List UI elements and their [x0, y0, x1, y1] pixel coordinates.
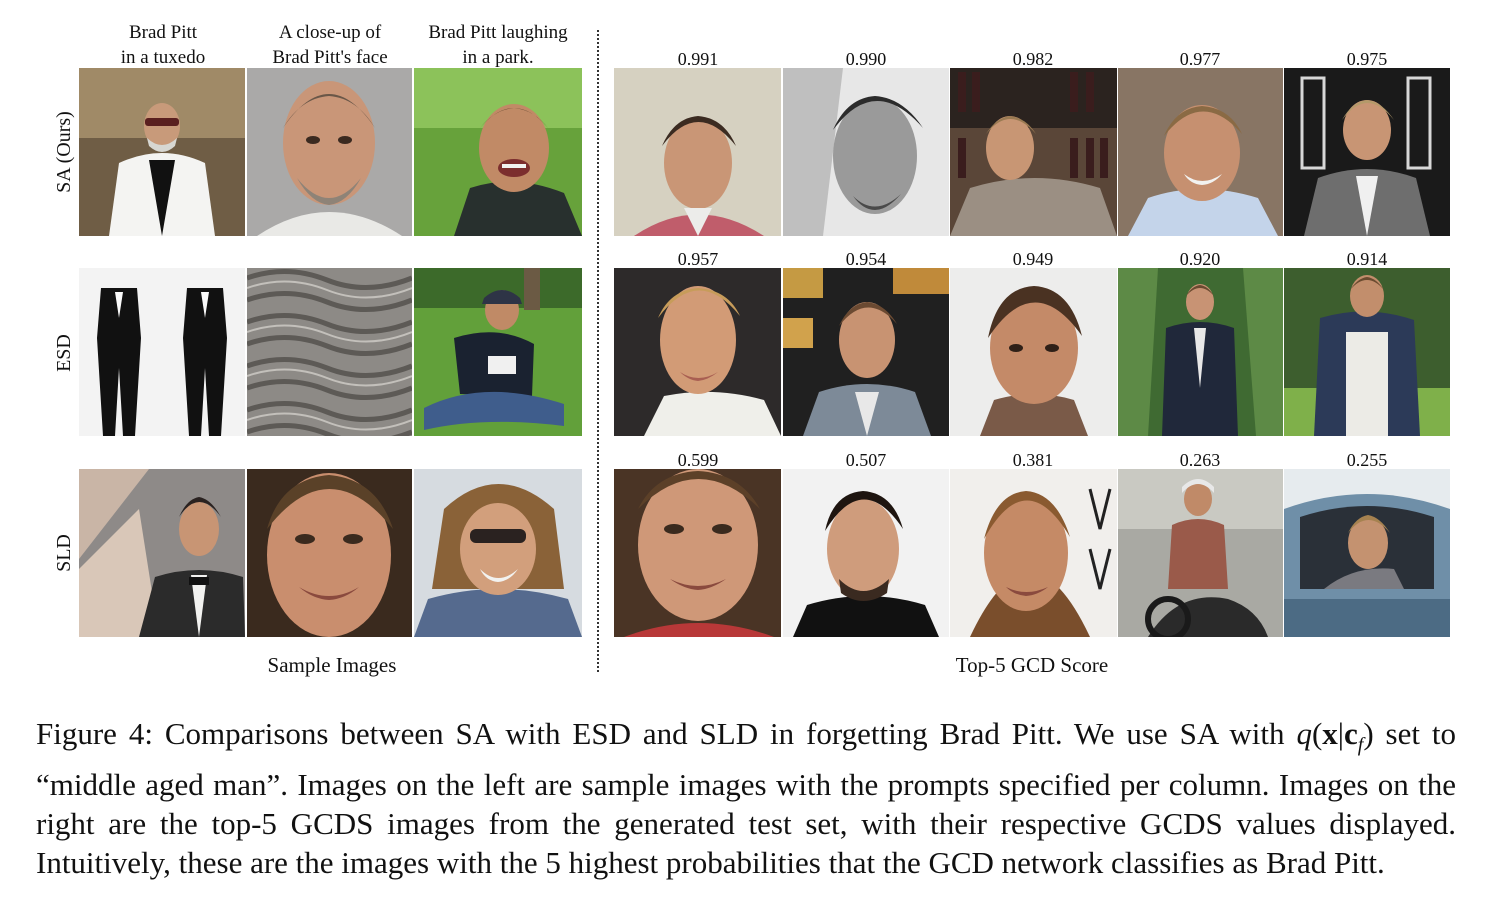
row-label-esd: ESD [53, 334, 75, 372]
prompt-label-tuxedo: Brad Pitt in a tuxedo [120, 22, 206, 68]
sample-sa-closeup-image [247, 68, 412, 236]
section-label-top5-gcd: Top-5 GCD Score [955, 653, 1109, 677]
gcd-sld-1-image [614, 469, 781, 637]
score-sa-2: 0.990 [845, 49, 887, 69]
gcd-sld-4-image [1118, 469, 1283, 637]
gcd-sld-2-image [783, 469, 949, 637]
row-label-sld: SLD [53, 534, 75, 572]
score-sa-1: 0.991 [677, 49, 719, 69]
caption-math-open: ( [1311, 716, 1323, 751]
score-sld-3: 0.381 [1012, 450, 1054, 470]
score-sld-2: 0.507 [845, 450, 887, 470]
score-sa-5: 0.975 [1346, 49, 1388, 69]
gcd-sa-5-image [1284, 68, 1450, 236]
sample-sa-laughing-image [414, 68, 582, 236]
caption-math-x: x [1322, 716, 1338, 751]
gcd-sa-3-image [950, 68, 1117, 236]
score-sa-4: 0.977 [1179, 49, 1221, 69]
gcd-esd-3-image [950, 268, 1117, 436]
gcd-sld-3-image [950, 469, 1117, 637]
score-esd-2: 0.954 [845, 249, 887, 269]
caption-math-sub: f [1357, 734, 1364, 757]
gcd-esd-4-image [1118, 268, 1283, 436]
sample-sld-laughing-image [414, 469, 582, 637]
caption-rest: set to “middle aged man”. Images on the … [36, 716, 1456, 881]
section-divider [597, 30, 599, 672]
gcd-esd-1-image [614, 268, 781, 436]
caption-math-close: ) [1363, 716, 1374, 751]
prompt-label-laughing: Brad Pitt laughing in a park. [428, 22, 568, 68]
score-esd-1: 0.957 [677, 249, 719, 269]
score-esd-3: 0.949 [1012, 249, 1054, 269]
sample-sld-tuxedo-image [79, 469, 245, 637]
caption-math-bar: | [1337, 716, 1344, 751]
figure-4: Brad Pitt in a tuxedo A close-up of Brad… [53, 22, 1450, 677]
score-sld-5: 0.255 [1346, 450, 1388, 470]
section-label-sample-images: Sample Images [267, 653, 397, 677]
score-sa-3: 0.982 [1012, 49, 1054, 69]
sample-sa-tuxedo-image [79, 68, 245, 236]
gcd-sld-5-image [1284, 469, 1450, 637]
gcd-sa-4-image [1118, 68, 1283, 236]
caption-math-q: q [1296, 716, 1312, 751]
sample-esd-laughing-image [414, 268, 582, 436]
score-esd-5: 0.914 [1346, 249, 1388, 269]
sample-esd-tuxedo-image [79, 268, 245, 436]
figure-caption: Figure 4: Comparisons between SA with ES… [36, 714, 1456, 882]
sample-sld-closeup-image [247, 469, 412, 637]
score-sld-1: 0.599 [677, 450, 719, 470]
score-sld-4: 0.263 [1179, 450, 1221, 470]
score-esd-4: 0.920 [1179, 249, 1221, 269]
gcd-sa-1-image [614, 68, 781, 236]
row-label-sa: SA (Ours) [53, 111, 75, 193]
sample-esd-closeup-image [247, 268, 412, 436]
gcd-esd-5-image [1284, 268, 1450, 436]
prompt-label-closeup: A close-up of Brad Pitt's face [272, 22, 388, 68]
caption-prefix: Figure 4: Comparisons between SA with ES… [36, 716, 1285, 751]
gcd-sa-2-image [783, 68, 949, 236]
gcd-esd-2-image [783, 268, 949, 436]
caption-math-c: c [1343, 716, 1358, 751]
